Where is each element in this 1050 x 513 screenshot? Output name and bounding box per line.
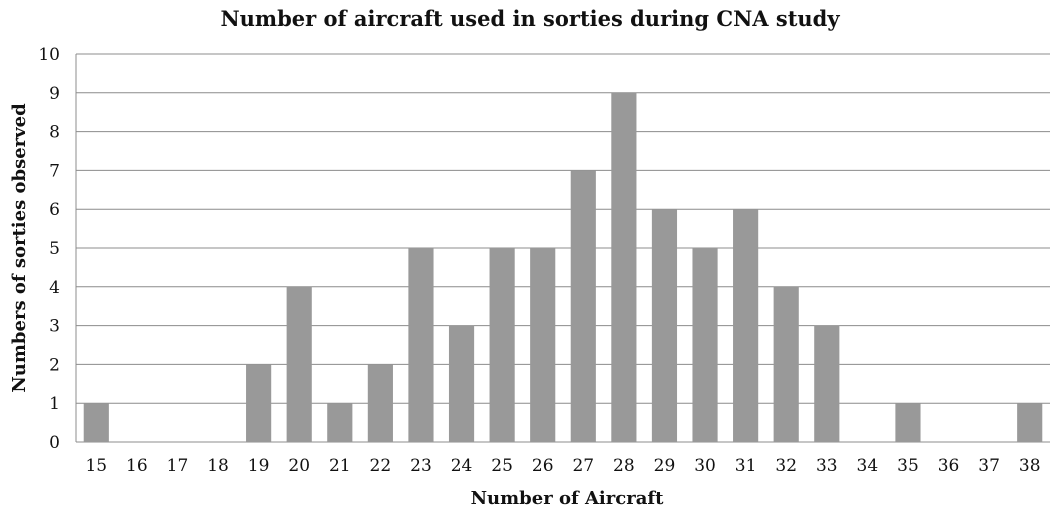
y-tick-label: 2 [49,355,60,375]
x-tick-label: 27 [572,456,594,476]
bar [773,286,799,442]
x-tick-label: 22 [370,456,392,476]
gridlines [75,53,1050,443]
chart-title: Number of aircraft used in sorties durin… [220,6,840,31]
y-tick-label: 0 [49,433,60,453]
x-tick-label: 37 [978,456,1000,476]
x-tick-label: 33 [816,456,838,476]
bar [246,364,272,442]
bar [83,403,109,442]
bar [651,209,678,442]
y-tick-label: 10 [38,45,60,65]
y-tick-label: 9 [49,84,60,104]
x-tick-label: 18 [207,456,229,476]
bar [814,325,840,442]
x-tick-label: 15 [85,456,107,476]
x-tick-label: 17 [167,456,189,476]
y-tick-label: 4 [49,278,60,298]
x-tick-label: 34 [857,456,879,476]
x-tick-label: 23 [410,456,432,476]
x-tick-label: 35 [897,456,919,476]
bar [611,92,637,443]
bar [286,286,312,442]
x-tick-label: 38 [1019,456,1041,476]
x-tick-labels: 15 16 17 18 19 20 21 22 23 24 25 26 27 28 29 30 31 32 33 34… [85,456,1040,476]
x-axis-label: Number of Aircraft [471,488,665,509]
bar [692,248,718,442]
x-tick-label: 25 [491,456,513,476]
y-tick-label: 1 [49,394,60,414]
x-tick-label: 16 [126,456,148,476]
bar [408,248,434,442]
bar [1017,403,1043,442]
bar [489,248,515,442]
x-tick-label: 36 [938,456,960,476]
y-axis-label: Numbers of sorties observed [9,103,30,393]
x-tick-label: 29 [654,456,676,476]
x-tick-label: 20 [288,456,310,476]
bar [448,325,475,442]
y-tick-label: 3 [49,317,60,337]
bar [895,403,921,442]
y-tick-label: 6 [49,200,60,220]
bar [530,248,556,442]
bar [327,403,353,442]
y-tick-labels: 0 1 2 3 4 5 6 7 8 9 10 [38,45,60,453]
x-tick-label: 26 [532,456,554,476]
x-tick-label: 32 [775,456,797,476]
x-tick-label: 28 [613,456,635,476]
x-tick-label: 30 [694,456,716,476]
y-tick-label: 7 [49,161,60,181]
bars [83,92,1043,443]
bar [570,170,596,442]
x-tick-label: 24 [451,456,473,476]
y-tick-label: 8 [49,123,60,143]
x-tick-label: 31 [735,456,757,476]
x-tick-label: 19 [248,456,270,476]
bar [733,209,759,442]
x-tick-label: 21 [329,456,351,476]
y-tick-label: 5 [49,239,60,259]
bar [367,364,393,442]
